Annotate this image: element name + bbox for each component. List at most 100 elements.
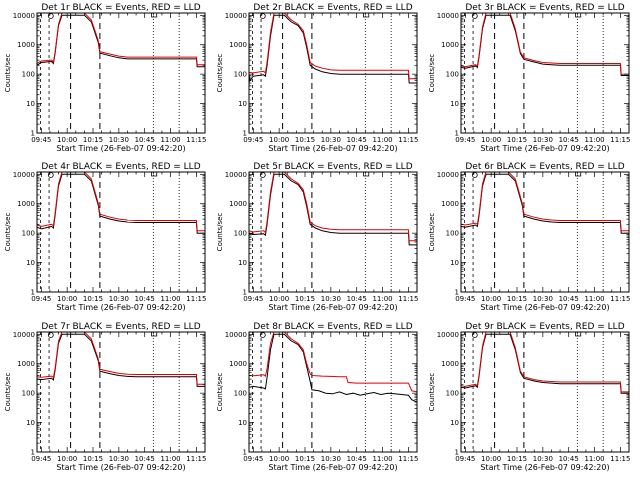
plot-frame	[460, 331, 630, 453]
chart-title: Det 1r BLACK = Events, RED = LLD	[41, 3, 200, 13]
series-line-lld	[37, 332, 205, 385]
x-tick-label: 10:15	[295, 136, 315, 144]
series-line-events	[249, 173, 417, 246]
x-tick-label: 10:00	[57, 295, 77, 303]
y-tick-label: 10	[26, 419, 35, 427]
series-line-lld	[461, 13, 629, 75]
top-bracket-marker	[151, 172, 158, 177]
series-line-lld	[461, 332, 629, 393]
y-axis-label: Counts/sec	[216, 373, 224, 412]
chart-title: Det 7r BLACK = Events, RED = LLD	[41, 322, 200, 332]
series-line-lld	[249, 172, 417, 242]
x-tick-label: 10:30	[109, 136, 129, 144]
series-line-lld	[249, 332, 417, 393]
y-axis-label: Counts/sec	[216, 213, 224, 252]
top-bracket-marker	[575, 332, 582, 337]
y-tick-label: 1000	[229, 200, 247, 208]
x-tick-label: 11:15	[398, 455, 418, 463]
y-tick-label: 10	[26, 100, 35, 108]
x-tick-label: 10:30	[321, 455, 341, 463]
x-tick-label: 10:15	[83, 136, 103, 144]
x-tick-label: 10:45	[559, 455, 579, 463]
x-axis-label: Start Time (26-Feb-07 09:42:20)	[268, 303, 397, 312]
y-axis-label: Counts/sec	[4, 213, 12, 252]
series-line-events	[249, 14, 417, 84]
x-tick-label: 10:15	[83, 295, 103, 303]
y-tick-label: 100	[22, 390, 35, 398]
x-tick-label: 10:15	[295, 455, 315, 463]
y-tick-label: 10	[238, 419, 247, 427]
plot-frame	[460, 171, 630, 293]
chart-title: Det 9r BLACK = Events, RED = LLD	[465, 322, 624, 332]
y-tick-label: 10000	[13, 331, 35, 339]
x-tick-label: 10:30	[321, 136, 341, 144]
y-tick-label: 10000	[437, 331, 459, 339]
chart-panel-3: 1 10 100 1000 10000 09:45 10:00 10:15 10:30 10:45…	[428, 3, 630, 153]
y-tick-label: 10	[238, 259, 247, 267]
x-tick-label: 10:15	[507, 455, 527, 463]
x-tick-label: 10:30	[109, 455, 129, 463]
x-tick-label: 10:00	[57, 136, 77, 144]
chart-title: Det 2r BLACK = Events, RED = LLD	[253, 3, 412, 13]
chart-panel-2: 1 10 100 1000 10000 09:45 10:00 10:15 10:30 10:45…	[216, 3, 418, 153]
x-tick-label: 11:15	[610, 295, 630, 303]
y-tick-label: 1	[243, 289, 247, 297]
y-tick-label: 1000	[441, 200, 459, 208]
x-tick-label: 10:45	[347, 136, 367, 144]
x-tick-label: 10:45	[559, 136, 579, 144]
plot-frame	[248, 171, 418, 293]
y-axis-label: Counts/sec	[4, 373, 12, 412]
y-tick-label: 100	[22, 71, 35, 79]
y-tick-label: 10000	[13, 12, 35, 20]
x-tick-label: 10:15	[507, 295, 527, 303]
x-tick-label: 10:30	[321, 295, 341, 303]
x-tick-label: 10:00	[269, 455, 289, 463]
series-line-events	[461, 14, 629, 76]
chart-panel-6: 1 10 100 1000 10000 09:45 10:00 10:15 10:30 10:45…	[428, 162, 630, 312]
x-tick-label: 10:30	[109, 295, 129, 303]
chart-panel-7: 1 10 100 1000 10000 09:45 10:00 10:15 10:30 10:45…	[4, 322, 206, 472]
y-tick-label: 1	[31, 289, 35, 297]
x-tick-label: 09:45	[455, 295, 475, 303]
plot-frame	[248, 331, 418, 453]
series-line-events	[249, 333, 417, 403]
x-tick-label: 11:00	[160, 136, 180, 144]
x-tick-label: 11:15	[398, 295, 418, 303]
x-tick-label: 11:00	[372, 295, 392, 303]
chart-panel-1: 1 10 100 1000 10000 09:45 10:00 10:15 10:30 10:45…	[4, 3, 206, 153]
x-axis-label: Start Time (26-Feb-07 09:42:20)	[56, 144, 185, 153]
x-tick-label: 11:00	[372, 136, 392, 144]
y-tick-label: 10000	[13, 171, 35, 179]
x-tick-label: 09:45	[455, 136, 475, 144]
chart-panel-9: 1 10 100 1000 10000 09:45 10:00 10:15 10:30 10:45…	[428, 322, 630, 472]
plot-frame	[36, 171, 206, 293]
x-tick-label: 10:00	[57, 455, 77, 463]
chart-title: Det 4r BLACK = Events, RED = LLD	[41, 162, 200, 172]
chart-panel-5: 1 10 100 1000 10000 09:45 10:00 10:15 10:30 10:45…	[216, 162, 418, 312]
y-tick-label: 1000	[441, 360, 459, 368]
y-tick-label: 100	[234, 71, 247, 79]
y-axis-label: Counts/sec	[216, 54, 224, 93]
x-tick-label: 10:45	[135, 455, 155, 463]
y-tick-label: 1	[243, 130, 247, 138]
x-tick-label: 10:00	[481, 295, 501, 303]
y-tick-label: 1	[31, 449, 35, 457]
y-tick-label: 100	[446, 390, 459, 398]
y-tick-label: 10000	[437, 171, 459, 179]
x-tick-label: 10:15	[507, 136, 527, 144]
y-tick-label: 1	[31, 130, 35, 138]
x-tick-label: 11:00	[372, 455, 392, 463]
y-tick-label: 100	[234, 230, 247, 238]
series-line-lld	[461, 172, 629, 232]
top-bracket-marker	[363, 13, 370, 18]
y-tick-label: 1	[455, 130, 459, 138]
x-tick-label: 11:15	[610, 455, 630, 463]
x-tick-label: 09:45	[31, 295, 51, 303]
chart-panel-4: 1 10 100 1000 10000 09:45 10:00 10:15 10:30 10:45…	[4, 162, 206, 312]
y-tick-label: 100	[234, 390, 247, 398]
series-line-events	[461, 173, 629, 234]
y-tick-label: 1	[455, 449, 459, 457]
series-line-lld	[249, 13, 417, 80]
y-tick-label: 10	[450, 100, 459, 108]
y-tick-label: 10	[26, 259, 35, 267]
